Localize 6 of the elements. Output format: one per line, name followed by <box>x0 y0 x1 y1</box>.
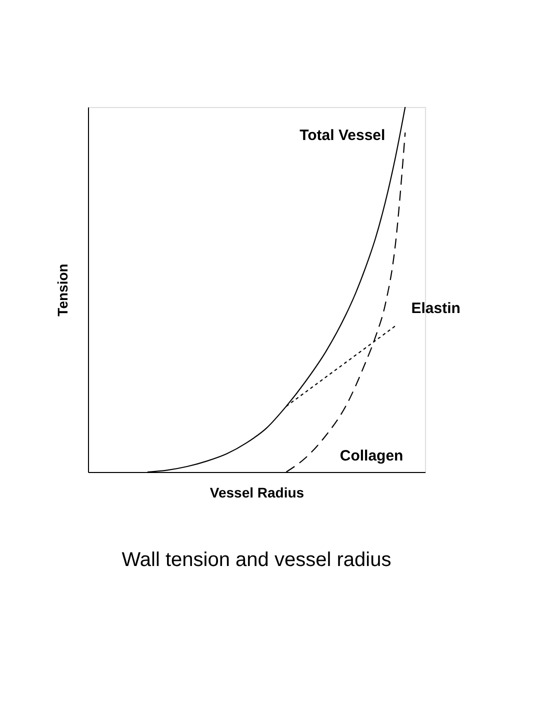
x-axis-title: Vessel Radius <box>210 484 304 500</box>
series-label: Collagen <box>340 448 404 464</box>
text: Wall tension and vessel radius <box>122 549 392 571</box>
y-axis-title: Tension <box>54 264 70 316</box>
series-label: Total Vessel <box>300 127 386 144</box>
series-label: Elastin <box>411 300 460 317</box>
